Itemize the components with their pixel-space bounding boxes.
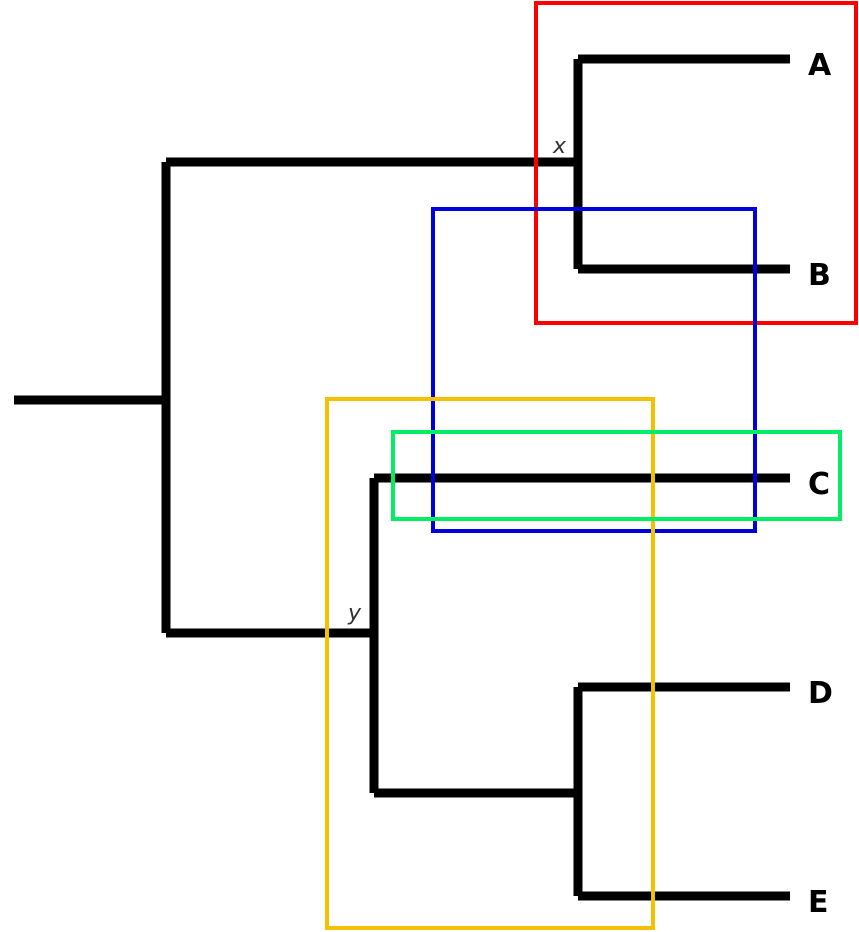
tip-label-b: B bbox=[808, 258, 831, 293]
tip-label-c: C bbox=[808, 467, 830, 502]
grouping-boxes bbox=[325, 1, 858, 930]
tip-label-a: A bbox=[808, 48, 832, 83]
tip-label-d: D bbox=[808, 676, 833, 711]
yellow-grouping-box bbox=[325, 397, 655, 930]
green-grouping-box bbox=[391, 430, 842, 521]
blue-grouping-box bbox=[431, 207, 757, 533]
red-grouping-box bbox=[534, 1, 858, 325]
node-label-x: x bbox=[552, 134, 567, 159]
tip-labels: A B C D E bbox=[808, 48, 833, 920]
node-label-y: y bbox=[347, 601, 362, 626]
tree-branches bbox=[14, 54, 790, 901]
node-labels: x y bbox=[347, 134, 567, 626]
tip-label-e: E bbox=[808, 885, 829, 920]
